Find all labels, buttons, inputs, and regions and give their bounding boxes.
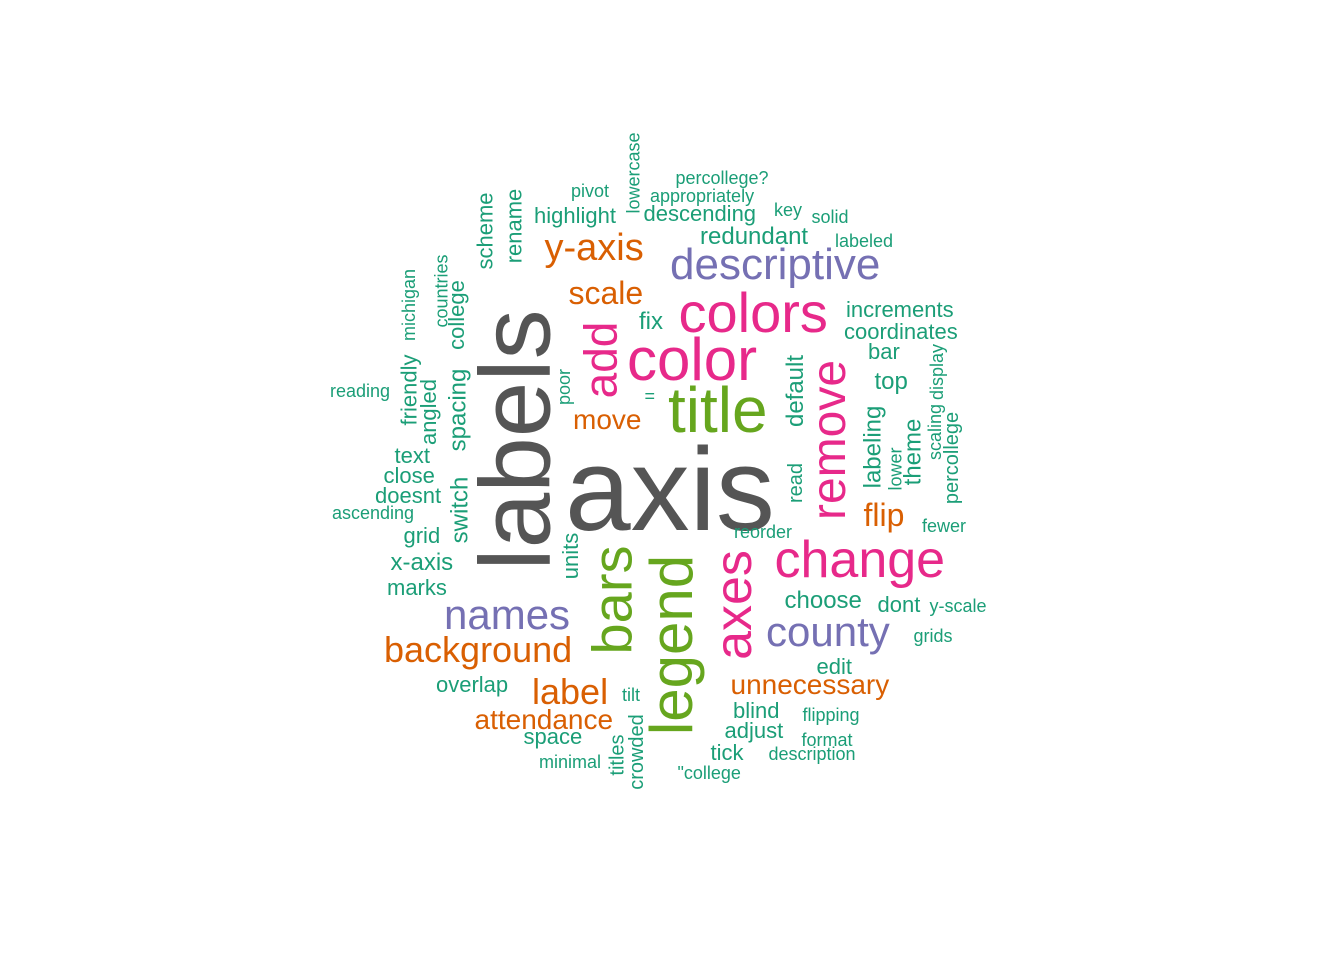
- word-coordinates: coordinates: [844, 319, 958, 344]
- word-lowercase: lowercase: [623, 132, 644, 214]
- word-bars: bars: [579, 545, 643, 655]
- word-titles: titles: [606, 734, 629, 776]
- word-scale: scale: [568, 275, 644, 311]
- word-highlight: highlight: [534, 203, 616, 228]
- word-redundant: redundant: [700, 223, 809, 250]
- word-dont: dont: [877, 592, 921, 617]
- word-axes: axes: [704, 550, 763, 660]
- word-background: background: [384, 629, 573, 670]
- word-crowded: crowded: [625, 714, 648, 790]
- word-label: label: [532, 671, 609, 712]
- word-add: add: [573, 321, 626, 399]
- word-switch: switch: [445, 476, 473, 544]
- word-unnecessary: unnecessary: [730, 669, 890, 700]
- word-college: college: [443, 280, 469, 350]
- word-descriptive: descriptive: [670, 240, 881, 289]
- word-fix: fix: [639, 308, 663, 335]
- word-text: text: [394, 443, 430, 468]
- word-close: close: [383, 463, 435, 488]
- word-move: move: [573, 404, 642, 435]
- word-default: default: [782, 354, 810, 428]
- word-color: color: [627, 326, 758, 393]
- word-choose: choose: [784, 587, 862, 614]
- word-scheme: scheme: [472, 192, 498, 270]
- word-lower: lower: [885, 447, 906, 491]
- word-title: title: [668, 374, 768, 446]
- word-appropriately: appropriately: [650, 186, 755, 206]
- word-overlap: overlap: [436, 672, 509, 697]
- word-remove: remove: [803, 359, 857, 521]
- word-symbol: =: [644, 386, 656, 406]
- word-grids: grids: [913, 626, 953, 646]
- word-labeling: labeling: [858, 405, 886, 489]
- word-michigan: michigan: [399, 268, 420, 342]
- word-percollege: percollege?: [675, 168, 769, 188]
- word-units: units: [558, 532, 584, 580]
- word-tick: tick: [710, 740, 744, 765]
- word-x-axis: x-axis: [390, 549, 454, 576]
- word-rename: rename: [500, 188, 526, 264]
- word-edit: edit: [816, 654, 852, 679]
- word-descending: descending: [643, 201, 757, 226]
- word-key: key: [774, 200, 803, 220]
- word-grid: grid: [403, 523, 441, 548]
- word-colors: colors: [678, 281, 828, 344]
- word-ascending: ascending: [332, 503, 415, 523]
- word-percollege: percollege: [941, 411, 964, 505]
- word-adjust: adjust: [724, 718, 784, 743]
- word-blind: blind: [733, 698, 780, 723]
- word-change: change: [774, 531, 946, 589]
- word-description: description: [768, 744, 856, 764]
- word-bar: bar: [868, 339, 900, 364]
- word-county: county: [766, 608, 890, 655]
- word-read: read: [785, 462, 808, 504]
- word-labels: labels: [459, 309, 572, 571]
- word-angled: angled: [416, 378, 442, 446]
- word-attendance: attendance: [474, 704, 614, 735]
- word-spacing: spacing: [443, 368, 471, 452]
- word-legend: legend: [638, 554, 706, 736]
- word-space: space: [523, 724, 583, 749]
- word-reading: reading: [330, 381, 391, 401]
- word-pivot: pivot: [571, 181, 610, 201]
- word-labeled: labeled: [835, 231, 894, 251]
- word-minimal: minimal: [539, 752, 602, 772]
- word-flipping: flipping: [802, 705, 860, 725]
- word-solid: solid: [811, 207, 849, 227]
- word-display: display: [927, 343, 948, 401]
- word-increments: increments: [846, 297, 954, 322]
- word-marks: marks: [387, 575, 447, 600]
- word-college: "college: [677, 763, 741, 783]
- word-reorder: reorder: [734, 522, 793, 542]
- word-tilt: tilt: [622, 685, 640, 705]
- word-flip: flip: [863, 497, 905, 533]
- word-fewer: fewer: [922, 516, 967, 536]
- word-y-axis: y-axis: [544, 227, 644, 269]
- word-axis: axis: [565, 424, 775, 556]
- word-top: top: [874, 368, 908, 395]
- word-doesnt: doesnt: [375, 483, 442, 508]
- word-names: names: [444, 591, 571, 638]
- word-y-scale: y-scale: [929, 596, 987, 616]
- word-poor: poor: [554, 368, 575, 406]
- word-format: format: [801, 730, 853, 750]
